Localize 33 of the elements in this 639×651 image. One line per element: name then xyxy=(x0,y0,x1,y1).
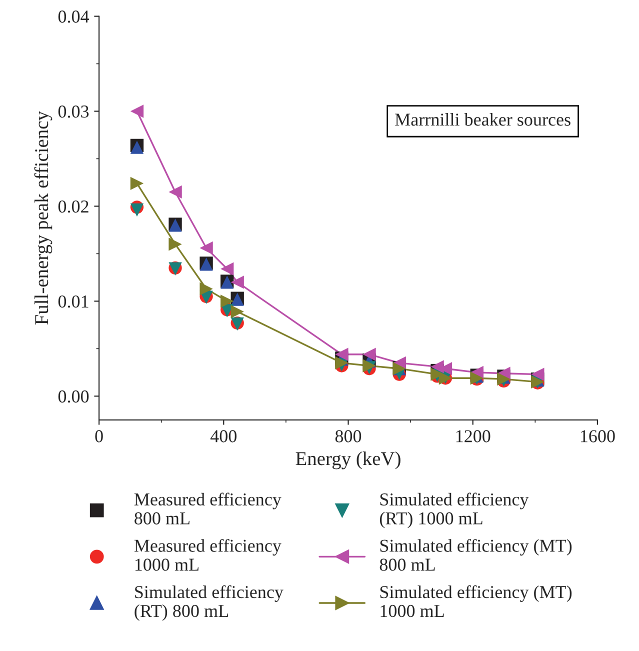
y-tick-label: 0.03 xyxy=(58,106,89,118)
point xyxy=(230,305,244,318)
x-tick-label: 1200 xyxy=(456,430,490,442)
legend-label: Measured efficiency 800 mL xyxy=(134,492,282,524)
x-axis-title: Energy (keV) xyxy=(296,452,400,470)
point xyxy=(230,276,244,289)
y-tick-label: 0.02 xyxy=(58,200,88,213)
point xyxy=(531,368,544,381)
x-tick-label: 1600 xyxy=(581,430,615,442)
legend-label: Simulated efficiency (RT) 800 mL xyxy=(134,585,284,621)
point xyxy=(168,185,182,199)
point xyxy=(362,348,376,361)
x-tick-label: 800 xyxy=(335,430,362,442)
legend-label: Simulated efficiency (MT) 1000 mL xyxy=(380,585,572,618)
x-tick-label: 400 xyxy=(210,430,237,442)
point xyxy=(220,262,234,276)
point xyxy=(200,241,213,255)
point xyxy=(130,104,144,118)
point xyxy=(168,238,182,251)
legend-label: Simulated efficiency (RT) 1000 mL xyxy=(380,492,529,528)
y-axis-title: Full-energy peak efficiency xyxy=(34,111,52,325)
y-tick-label: 0.01 xyxy=(58,295,88,308)
y-tick-label: 0.00 xyxy=(58,390,89,403)
point xyxy=(200,282,213,296)
legend-label: Measured efficiency 1000 mL xyxy=(134,538,282,571)
y-tick-label: 0.04 xyxy=(58,10,90,23)
annotation: Marrnilli beaker sources xyxy=(395,113,570,126)
point xyxy=(130,203,144,217)
legend-label: Simulated efficiency (MT) 800 mL xyxy=(380,538,572,571)
point xyxy=(335,348,348,361)
point xyxy=(220,294,234,308)
point xyxy=(130,176,144,190)
x-tick-label: 0 xyxy=(95,430,103,442)
